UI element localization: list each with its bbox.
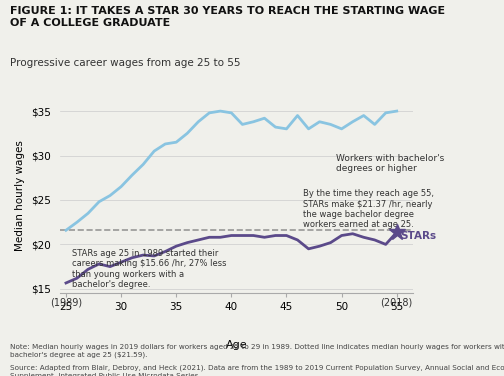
Text: Source: Adapted from Blair, Debroy, and Heck (2021). Data are from the 1989 to 2: Source: Adapted from Blair, Debroy, and … bbox=[10, 365, 504, 376]
Text: Workers with bachelor's
degrees or higher: Workers with bachelor's degrees or highe… bbox=[336, 154, 445, 173]
Y-axis label: Median hourly wages: Median hourly wages bbox=[15, 140, 25, 251]
Text: (1989): (1989) bbox=[50, 298, 82, 308]
Text: (2018): (2018) bbox=[381, 298, 413, 308]
Text: By the time they reach age 55,
STARs make $21.37 /hr, nearly
the wage bachelor d: By the time they reach age 55, STARs mak… bbox=[303, 189, 434, 229]
Text: Progressive career wages from age 25 to 55: Progressive career wages from age 25 to … bbox=[10, 58, 240, 68]
Text: Note: Median hourly wages in 2019 dollars for workers aged 25 to 29 in 1989. Dot: Note: Median hourly wages in 2019 dollar… bbox=[10, 344, 504, 358]
Text: STARs age 25 in 1989 started their
careers making $15.66 /hr, 27% less
than youn: STARs age 25 in 1989 started their caree… bbox=[72, 249, 226, 289]
Text: FIGURE 1: IT TAKES A STAR 30 YEARS TO REACH THE STARTING WAGE
OF A COLLEGE GRADU: FIGURE 1: IT TAKES A STAR 30 YEARS TO RE… bbox=[10, 6, 445, 29]
Text: STARs: STARs bbox=[400, 230, 436, 241]
X-axis label: Age: Age bbox=[226, 340, 247, 350]
